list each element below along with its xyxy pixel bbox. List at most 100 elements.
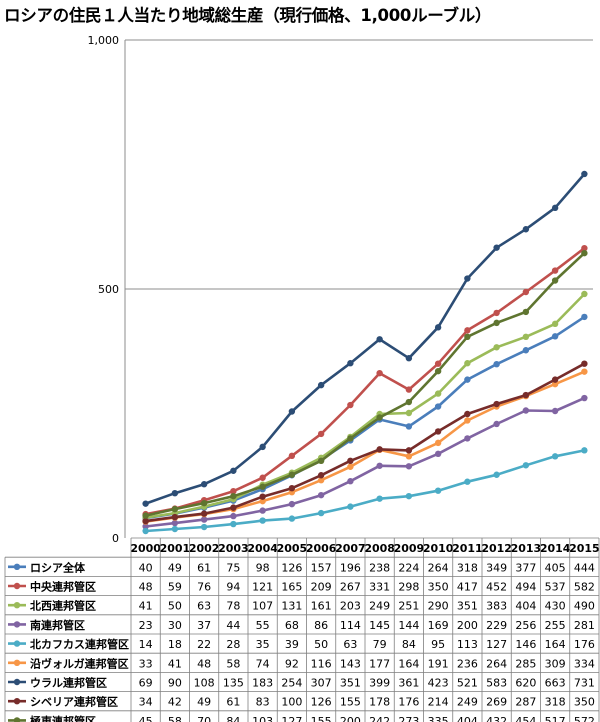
data-point [405,355,413,362]
data-label: 582 [574,581,595,594]
data-label: 285 [515,657,536,670]
data-point [551,376,559,383]
x-tick-label: 2005 [277,542,308,555]
data-point [434,487,442,494]
data-point [171,525,179,533]
data-point [405,453,413,460]
data-point [581,313,588,321]
data-point [405,492,413,500]
series-layer [142,170,588,535]
data-label: 155 [340,696,361,709]
data-point [142,523,149,530]
data-point [347,360,354,367]
data-label: 383 [486,600,507,613]
data-label: 432 [486,715,507,722]
legend-entry: 南連邦管区 [30,618,85,632]
data-label: 114 [340,619,361,632]
data-label: 273 [398,715,419,722]
data-point [376,446,383,453]
data-label: 203 [340,600,361,613]
legend-key-marker [13,582,21,590]
data-label: 169 [428,619,449,632]
data-point [434,360,442,367]
data-point [200,499,208,507]
legend-entry: ロシア全体 [30,560,86,574]
data-point [493,319,500,327]
data-label: 100 [281,696,302,709]
data-label: 131 [281,600,302,613]
data-point [522,288,530,296]
data-label: 49 [197,696,211,709]
data-label: 191 [428,657,449,670]
series-line [145,396,585,528]
data-label: 444 [574,561,595,574]
data-label: 209 [311,581,332,594]
data-label: 63 [343,638,357,651]
data-point [259,517,266,524]
data-point [200,510,208,517]
data-label: 40 [139,561,153,574]
data-point [551,204,559,212]
data-label: 404 [515,600,536,613]
data-label: 264 [428,561,449,574]
data-point [347,503,354,510]
data-label: 249 [369,600,390,613]
data-label: 155 [311,715,332,722]
data-point [230,487,237,495]
data-label: 307 [311,677,332,690]
data-point [493,400,500,408]
data-label: 108 [194,677,215,690]
data-label: 318 [545,696,566,709]
data-point [434,403,442,410]
data-point [347,401,354,409]
data-label: 731 [574,677,595,690]
data-point [376,336,383,343]
x-tick-label: 2009 [394,542,425,555]
data-label: 423 [428,677,449,690]
data-point [464,360,471,367]
data-label: 41 [139,600,153,613]
data-point [581,290,588,298]
data-label: 620 [515,677,536,690]
data-point [288,500,296,508]
data-label: 113 [457,638,478,651]
data-label: 452 [486,581,507,594]
data-point [581,394,588,402]
data-point [288,408,296,415]
legend-entry: 沿ヴォルガ連邦管区 [30,656,129,670]
data-label: 196 [340,561,361,574]
data-label: 44 [226,619,240,632]
data-label: 30 [168,619,182,632]
legend-entry: 北西連邦管区 [30,599,96,613]
data-point [493,360,500,368]
data-label: 335 [428,715,449,722]
data-label: 126 [311,696,332,709]
data-label: 55 [256,619,270,632]
series-line [145,315,586,520]
data-label: 224 [398,561,419,574]
data-label: 49 [168,561,182,574]
data-label: 290 [428,600,449,613]
data-label: 69 [139,677,153,690]
data-point [493,344,500,351]
data-label: 521 [457,677,478,690]
data-point [200,516,208,523]
data-label: 214 [428,696,449,709]
legend-entry: 北カフカス連邦管区 [30,637,129,651]
data-label: 254 [281,677,302,690]
data-point [171,489,179,497]
data-point [347,478,354,485]
data-label: 377 [515,561,536,574]
data-point [581,447,588,454]
data-label: 70 [197,715,211,722]
legend-key-marker [13,563,21,570]
data-label: 92 [285,657,299,670]
x-tick-label: 2011 [452,542,483,555]
data-label: 103 [252,715,273,722]
data-label: 86 [314,619,328,632]
data-label: 267 [340,581,361,594]
data-point [464,417,471,424]
data-point [581,360,588,367]
data-point [288,515,296,522]
legend-entry: シベリア連邦管区 [30,695,118,709]
